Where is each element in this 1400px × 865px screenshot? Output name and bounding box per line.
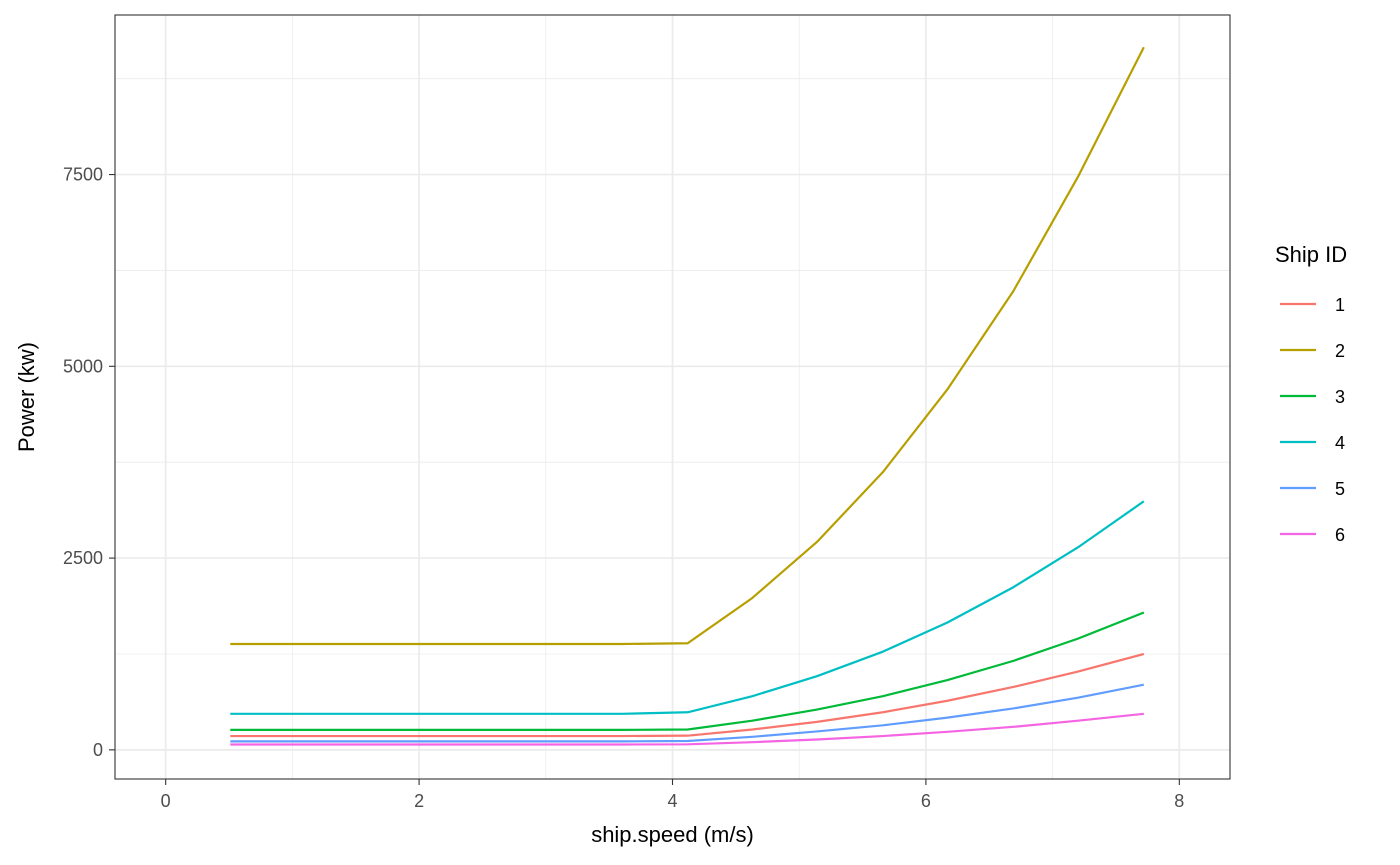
- x-tick-label: 4: [667, 791, 677, 811]
- legend: Ship ID 1 2 3 4 5 6: [1275, 242, 1347, 545]
- y-tick-label: 7500: [63, 165, 103, 185]
- series-line-2: [230, 46, 1145, 646]
- axes: 0 2 4 6 8 0 2500 5000 7500: [63, 165, 1184, 811]
- x-tick-label: 6: [921, 791, 931, 811]
- y-axis-title: Power (kw): [14, 342, 39, 452]
- legend-title: Ship ID: [1275, 242, 1347, 267]
- legend-label-5: 5: [1335, 479, 1345, 499]
- x-tick-label: 2: [414, 791, 424, 811]
- legend-label-3: 3: [1335, 387, 1345, 407]
- series-line-6: [230, 712, 1144, 746]
- y-tick-label: 0: [93, 740, 103, 760]
- legend-label-2: 2: [1335, 341, 1345, 361]
- x-tick-label: 0: [161, 791, 171, 811]
- y-tick-label: 5000: [63, 356, 103, 376]
- series-line-5: [230, 683, 1145, 743]
- x-axis-title: ship.speed (m/s): [591, 822, 754, 847]
- series-lines: [230, 46, 1145, 746]
- legend-label-4: 4: [1335, 433, 1345, 453]
- legend-label-6: 6: [1335, 525, 1345, 545]
- series-line-4: [230, 500, 1145, 715]
- legend-label-1: 1: [1335, 295, 1345, 315]
- x-tick-label: 8: [1174, 791, 1184, 811]
- series-line-3: [230, 611, 1145, 732]
- grid: [115, 15, 1230, 779]
- y-tick-label: 2500: [63, 548, 103, 568]
- series-line-1: [230, 652, 1145, 738]
